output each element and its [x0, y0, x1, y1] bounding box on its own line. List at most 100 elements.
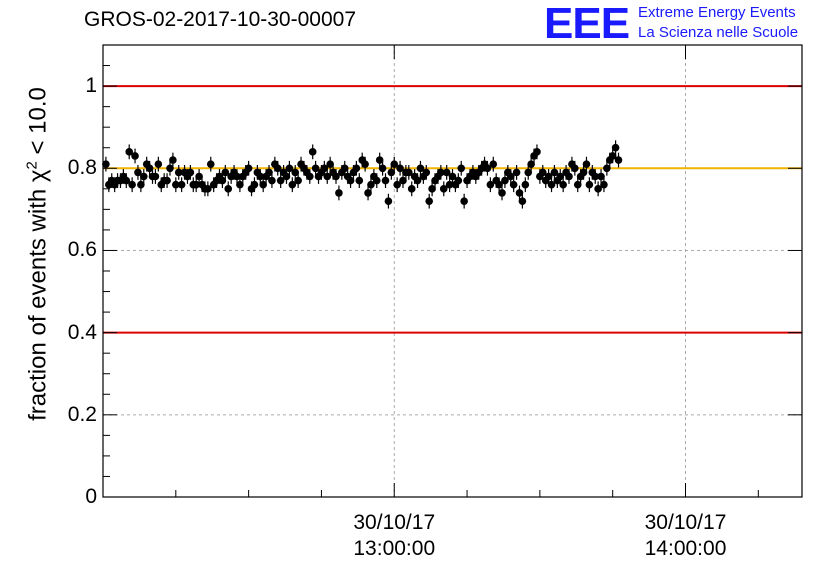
x-tick-label: 30/10/17 13:00:00	[353, 510, 435, 562]
data-point	[527, 160, 535, 168]
data-point	[544, 172, 553, 181]
data-point	[282, 172, 291, 181]
data-point	[244, 164, 253, 173]
data-point	[256, 172, 265, 181]
x-tick-date: 30/10/17	[644, 511, 727, 534]
data-point	[460, 197, 468, 205]
data-point	[233, 172, 241, 181]
data-point	[445, 180, 454, 189]
data-point	[378, 164, 387, 173]
data-point	[346, 176, 355, 185]
data-point	[608, 152, 617, 160]
data-point	[579, 168, 588, 177]
data-point	[332, 172, 340, 181]
data-point	[323, 172, 332, 181]
data-point	[384, 197, 393, 205]
data-point	[195, 172, 203, 181]
axis-ticks	[103, 45, 802, 498]
data-point	[166, 164, 174, 173]
data-point	[308, 148, 317, 156]
data-point	[428, 185, 436, 193]
data-point	[390, 160, 399, 168]
data-point	[265, 168, 273, 177]
data-point	[547, 180, 556, 189]
data-point	[614, 156, 623, 164]
data-point	[163, 176, 171, 185]
data-point	[192, 180, 200, 189]
data-point	[381, 176, 390, 185]
data-point	[603, 164, 611, 173]
data-point	[512, 168, 521, 177]
data-point	[224, 185, 233, 193]
data-point	[501, 176, 509, 185]
data-point	[169, 156, 177, 164]
data-point	[250, 180, 259, 189]
logo-text-line1: Extreme Energy Events	[638, 4, 796, 21]
data-point	[154, 160, 163, 168]
data-point	[425, 197, 434, 205]
data-point	[335, 189, 343, 197]
data-point	[367, 180, 375, 189]
grid-lines	[103, 45, 802, 497]
data-point	[305, 172, 314, 181]
data-point	[597, 172, 605, 181]
y-axis-label-prefix: fraction of events with	[24, 182, 52, 421]
data-point	[442, 168, 451, 177]
data-point	[268, 176, 276, 185]
data-point	[340, 164, 349, 173]
data-point	[498, 189, 506, 197]
data-point	[416, 164, 425, 173]
x-tick-date: 30/10/17	[353, 511, 436, 534]
data-point	[361, 160, 369, 168]
data-point	[131, 152, 139, 160]
data-point	[521, 180, 530, 189]
data-point	[151, 172, 160, 181]
data-point	[276, 176, 285, 185]
data-point	[273, 164, 282, 173]
data-point	[454, 176, 463, 185]
data-point	[573, 180, 582, 189]
data-point	[172, 180, 180, 189]
data-point	[311, 164, 320, 173]
chart-title: GROS-02-2017-10-30-00007	[84, 8, 356, 31]
data-point	[486, 180, 495, 189]
y-axis-label-suffix: < 10.0	[24, 87, 52, 162]
data-point	[218, 176, 227, 185]
data-point	[372, 176, 381, 185]
data-point	[495, 180, 503, 189]
data-point	[515, 189, 524, 197]
data-point	[437, 168, 445, 177]
data-points	[102, 140, 623, 209]
data-point	[145, 164, 154, 173]
data-point	[483, 164, 492, 173]
plot-frame	[102, 44, 803, 498]
logo-mark: EEE	[544, 0, 630, 48]
data-point	[506, 172, 515, 181]
y-tick-label: 1	[85, 74, 97, 98]
data-point	[364, 189, 372, 197]
data-point	[387, 168, 396, 177]
y-tick-label: 0.4	[67, 320, 97, 344]
data-point	[285, 164, 294, 173]
data-point	[355, 176, 364, 185]
data-point	[591, 172, 600, 181]
x-tick-time: 13:00:00	[353, 537, 436, 560]
logo-text-line2: La Scienza nelle Scuole	[638, 24, 799, 41]
data-point	[288, 180, 297, 189]
data-point	[291, 168, 300, 177]
data-point	[582, 160, 591, 168]
data-point	[186, 168, 195, 177]
data-point	[518, 197, 527, 205]
data-point	[550, 168, 559, 177]
y-tick-label: 0	[85, 485, 97, 508]
data-point	[221, 168, 230, 177]
data-point	[204, 185, 212, 193]
data-point	[559, 180, 567, 189]
data-point	[413, 176, 422, 185]
data-point	[206, 160, 215, 168]
data-point	[556, 172, 565, 181]
data-point	[407, 185, 416, 193]
y-tick-label: 0.2	[67, 402, 97, 426]
data-point	[571, 164, 579, 173]
